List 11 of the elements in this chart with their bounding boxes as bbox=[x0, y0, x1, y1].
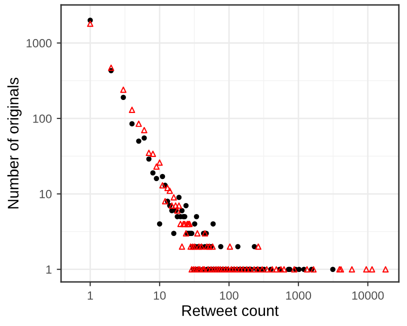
x-tick-label: 1000 bbox=[286, 291, 312, 300]
x-tick-label: 1 bbox=[88, 291, 93, 300]
x-tick-label: 10000 bbox=[352, 291, 384, 300]
y-tick-label: 10 bbox=[40, 190, 52, 198]
x-tick-label: 100 bbox=[220, 291, 238, 300]
y-tick-label: 100 bbox=[33, 114, 52, 123]
x-axis-title: Retweet count bbox=[182, 305, 279, 316]
y-tick-label: 1 bbox=[46, 266, 52, 274]
y-tick-label: 1000 bbox=[26, 39, 52, 48]
y-axis-title: Number of originals bbox=[7, 78, 22, 208]
x-tick-label: 10 bbox=[154, 291, 166, 300]
